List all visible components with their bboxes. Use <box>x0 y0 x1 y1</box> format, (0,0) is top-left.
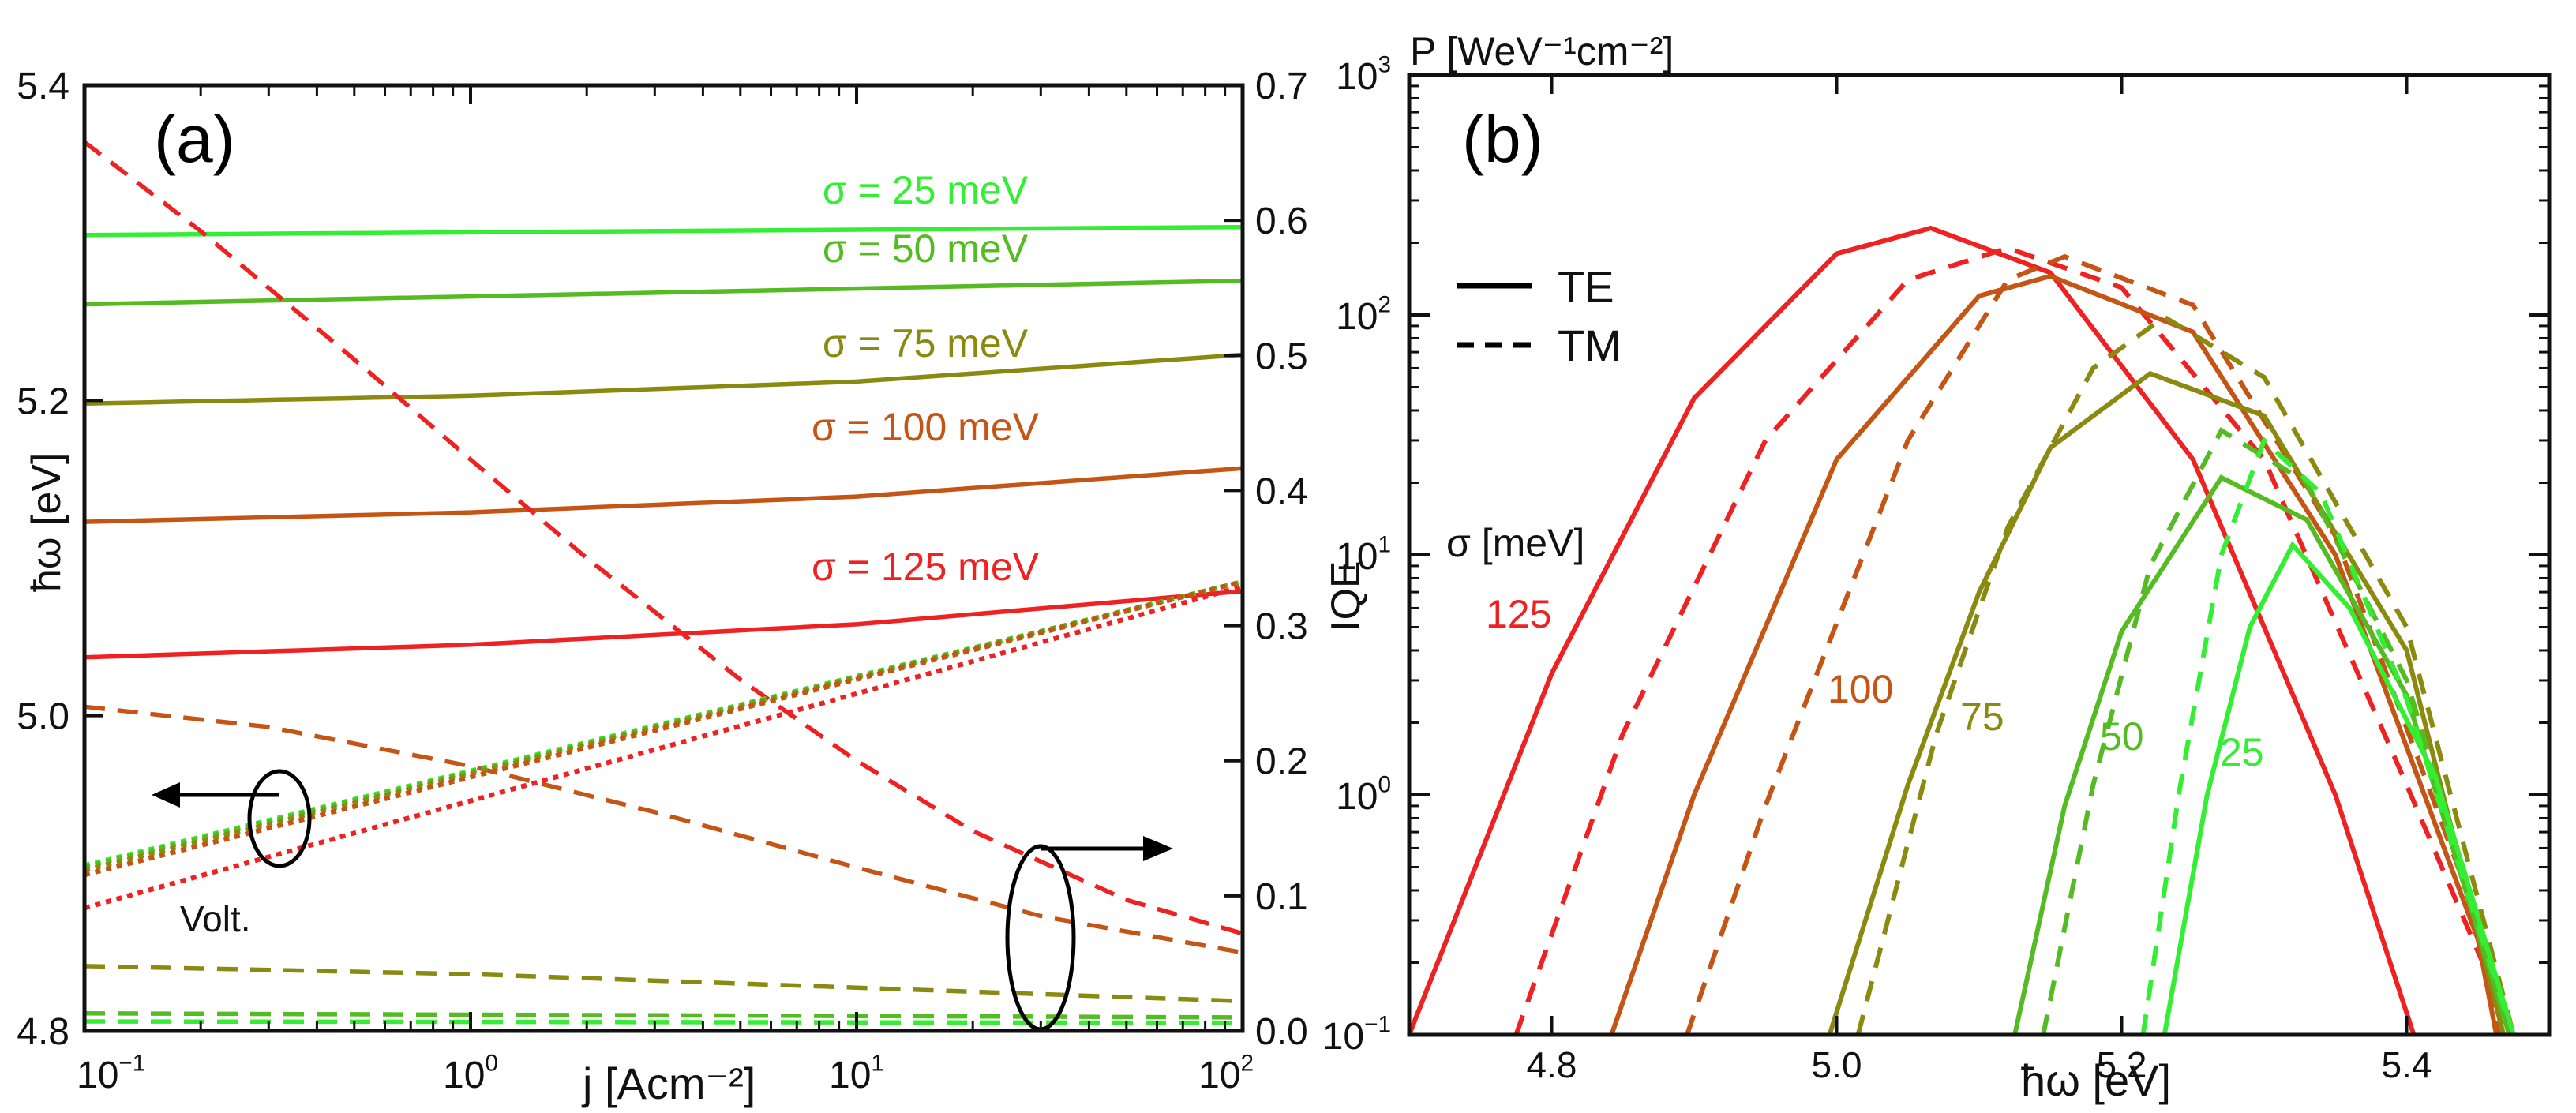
legend-b: TE TM <box>1457 262 1622 370</box>
y-tick-label-b: 102 <box>1336 291 1391 338</box>
panel-label-a: (a) <box>154 102 235 176</box>
sigma-labels-a: σ = 25 meV σ = 50 meV σ = 75 meV σ = 100 me… <box>812 168 1040 589</box>
x-tick-label-b: 5.4 <box>2382 1044 2432 1085</box>
y-tick-label-b: 103 <box>1336 51 1391 98</box>
sigma-value-label-125: 125 <box>1486 592 1551 636</box>
y-axis-label-b: P [WeV⁻¹cm⁻²] <box>1410 29 1674 73</box>
x-tick-label-b: 5.0 <box>1812 1044 1862 1085</box>
y-tick-label-left-a: 5.4 <box>17 66 69 107</box>
y-tick-label-right-a: 0.7 <box>1255 66 1308 107</box>
y-tick-label-b: 10−1 <box>1322 1011 1391 1058</box>
sigma-value-label-50: 50 <box>2100 714 2144 759</box>
y-tick-label-left-a: 5.2 <box>17 380 69 422</box>
panel-b: 4.8 5.0 5.2 5.4 10−1 100 101 102 103 (b) P [WeV⁻… <box>1322 29 2552 1105</box>
series-line-100-mev <box>84 466 1243 524</box>
sigma-label-75-mev: σ = 75 meV <box>823 321 1029 365</box>
series-line-voltage-125-mev <box>84 584 1243 911</box>
x-tick-label-a: 10−1 <box>77 1050 145 1096</box>
x-tick-label-a: 100 <box>443 1050 498 1096</box>
series-line-50-mev <box>84 278 1243 307</box>
axes-b: 4.8 5.0 5.2 5.4 10−1 100 101 102 103 <box>1322 51 2549 1085</box>
series-line-75-mev <box>84 352 1243 407</box>
sigma-label-25-mev: σ = 25 meV <box>823 168 1029 212</box>
te-curve-sigma-75 <box>1827 370 2507 1036</box>
y-axis-label-left-a: ħω [eV] <box>24 453 69 592</box>
sigma-label-125-mev: σ = 125 meV <box>812 545 1040 589</box>
plot-frame-a <box>82 83 1245 1033</box>
voltage-loop-ellipse <box>247 769 312 868</box>
y-tick-label-left-a: 4.8 <box>17 1011 69 1053</box>
y-tick-label-right-a: 0.5 <box>1255 335 1308 377</box>
y-tick-label-left-a: 5.0 <box>17 696 69 738</box>
sigma-value-label-25: 25 <box>2220 730 2264 774</box>
y-tick-label-b: 100 <box>1336 771 1391 818</box>
panel-label-b: (b) <box>1462 102 1543 176</box>
tm-curve-sigma-25 <box>2140 436 2509 1036</box>
tm-curve-sigma-100 <box>1685 253 2502 1036</box>
series-line-125-mev <box>84 589 1243 660</box>
x-tick-label-b: 5.2 <box>2097 1044 2147 1085</box>
x-axis-label-a: j [Acm⁻²] <box>581 1059 756 1108</box>
series-line-iqe-75-mev <box>84 964 1243 1004</box>
series-line-iqe-25-mev <box>84 1019 1243 1025</box>
x-tick-label-a: 101 <box>829 1050 884 1096</box>
y-tick-label-right-a: 0.1 <box>1255 876 1308 918</box>
loop-annotations: Volt. <box>152 769 1173 1032</box>
te-curve-sigma-125 <box>1407 225 2417 1036</box>
y-tick-label-b: 101 <box>1336 531 1391 578</box>
panel-a: Volt. 10−1 100 101 102 4.8 5.0 5.2 5.4 0.0 0.1 0.2… <box>17 66 1369 1108</box>
x-axis-label-b: ħω [eV] <box>2021 1055 2171 1105</box>
te-curve-sigma-100 <box>1609 273 2499 1036</box>
x-tick-label-b: 4.8 <box>1527 1044 1577 1085</box>
sigma-value-label-75: 75 <box>1960 695 2004 739</box>
y-tick-label-right-a: 0.0 <box>1255 1011 1308 1053</box>
y-tick-label-right-a: 0.2 <box>1255 741 1308 783</box>
tm-curve-sigma-50 <box>2041 427 2516 1036</box>
voltage-annotation: Volt. <box>180 898 251 939</box>
series-line-voltage-100-mev <box>84 579 1243 878</box>
sigma-label-50-mev: σ = 50 meV <box>823 227 1029 271</box>
y-tick-label-right-a: 0.3 <box>1255 606 1308 648</box>
te-curve-sigma-25 <box>2162 541 2516 1036</box>
right-arrow-icon <box>1143 836 1173 861</box>
left-arrow-icon <box>152 782 180 808</box>
sigma-value-label-100: 100 <box>1828 667 1893 711</box>
sigma-labels-b: 125 100 75 50 25 <box>1486 592 2264 774</box>
sigma-label-100-mev: σ = 100 meV <box>812 405 1040 449</box>
series-line-25-mev <box>84 224 1243 238</box>
axes-a: 10−1 100 101 102 4.8 5.0 5.2 5.4 0.0 0.1 0.2 0.3 0.4… <box>17 66 1307 1096</box>
sigma-title-b: σ [meV] <box>1446 521 1584 565</box>
iqe-loop-ellipse <box>1005 844 1076 1032</box>
legend-tm-label: TM <box>1558 320 1622 370</box>
series-line-iqe-125-mev <box>83 140 1243 936</box>
y-tick-label-right-a: 0.6 <box>1255 200 1308 242</box>
y-axis-label-right-a: IQE <box>1323 560 1369 631</box>
series-line-iqe-50-mev <box>84 1011 1243 1020</box>
series-line-iqe-100-mev <box>84 704 1243 955</box>
legend-te-label: TE <box>1558 262 1614 312</box>
x-tick-label-a: 102 <box>1198 1050 1254 1096</box>
tm-curve-sigma-75 <box>1855 314 2516 1036</box>
tm-curve-sigma-125 <box>1513 245 2516 1036</box>
y-tick-label-right-a: 0.4 <box>1255 470 1308 512</box>
